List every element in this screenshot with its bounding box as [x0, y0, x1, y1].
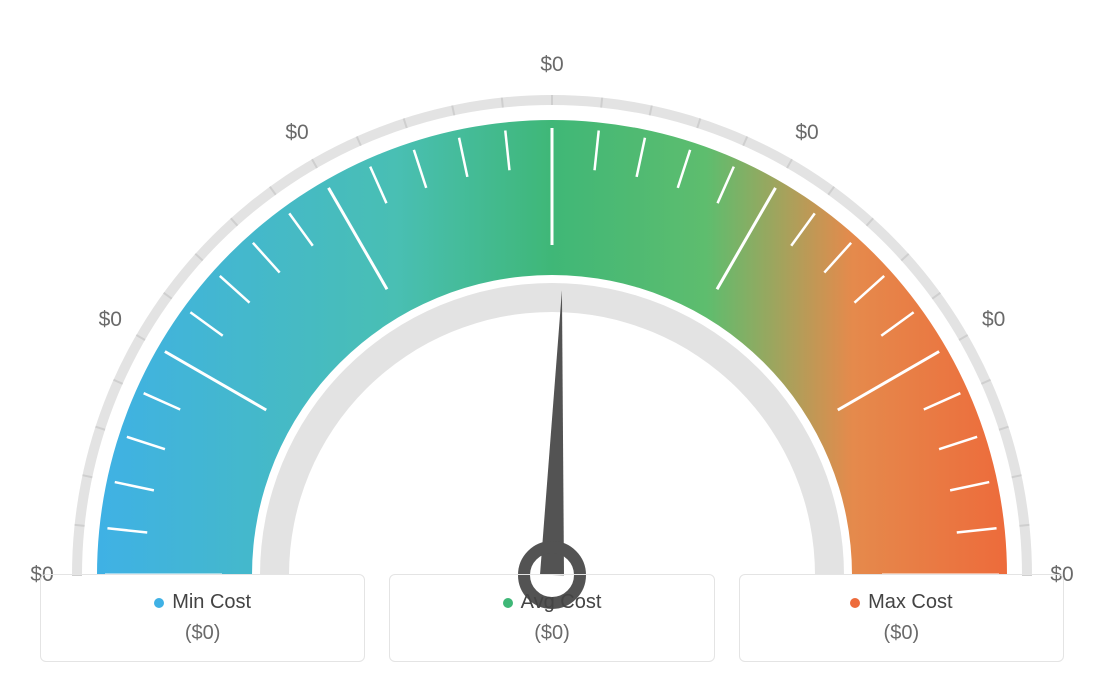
- gauge-tick-label: $0: [99, 308, 122, 332]
- gauge-svg: [0, 30, 1104, 610]
- legend-value: ($0): [740, 622, 1063, 645]
- legend-label: Min Cost: [172, 591, 251, 614]
- legend-label-row: Max Cost: [740, 591, 1063, 614]
- legend-value: ($0): [390, 622, 713, 645]
- legend-item-max: Max Cost ($0): [739, 574, 1064, 662]
- gauge-tick-label: $0: [982, 308, 1005, 332]
- gauge-tick-label: $0: [540, 53, 563, 77]
- legend-value: ($0): [41, 622, 364, 645]
- legend-label: Max Cost: [868, 591, 952, 614]
- legend-label-row: Avg Cost: [390, 591, 713, 614]
- legend-label-row: Min Cost: [41, 591, 364, 614]
- dot-icon: [850, 598, 860, 608]
- dot-icon: [154, 598, 164, 608]
- legend: Min Cost ($0) Avg Cost ($0) Max Cost ($0…: [40, 574, 1064, 662]
- gauge-tick-label: $0: [795, 121, 818, 145]
- legend-label: Avg Cost: [521, 591, 602, 614]
- dot-icon: [503, 598, 513, 608]
- gauge-chart-container: $0$0$0$0$0$0$0 Min Cost ($0) Avg Cost ($…: [0, 0, 1104, 690]
- legend-item-avg: Avg Cost ($0): [389, 574, 714, 662]
- gauge-area: $0$0$0$0$0$0$0: [0, 0, 1104, 580]
- gauge-tick-label: $0: [285, 121, 308, 145]
- legend-item-min: Min Cost ($0): [40, 574, 365, 662]
